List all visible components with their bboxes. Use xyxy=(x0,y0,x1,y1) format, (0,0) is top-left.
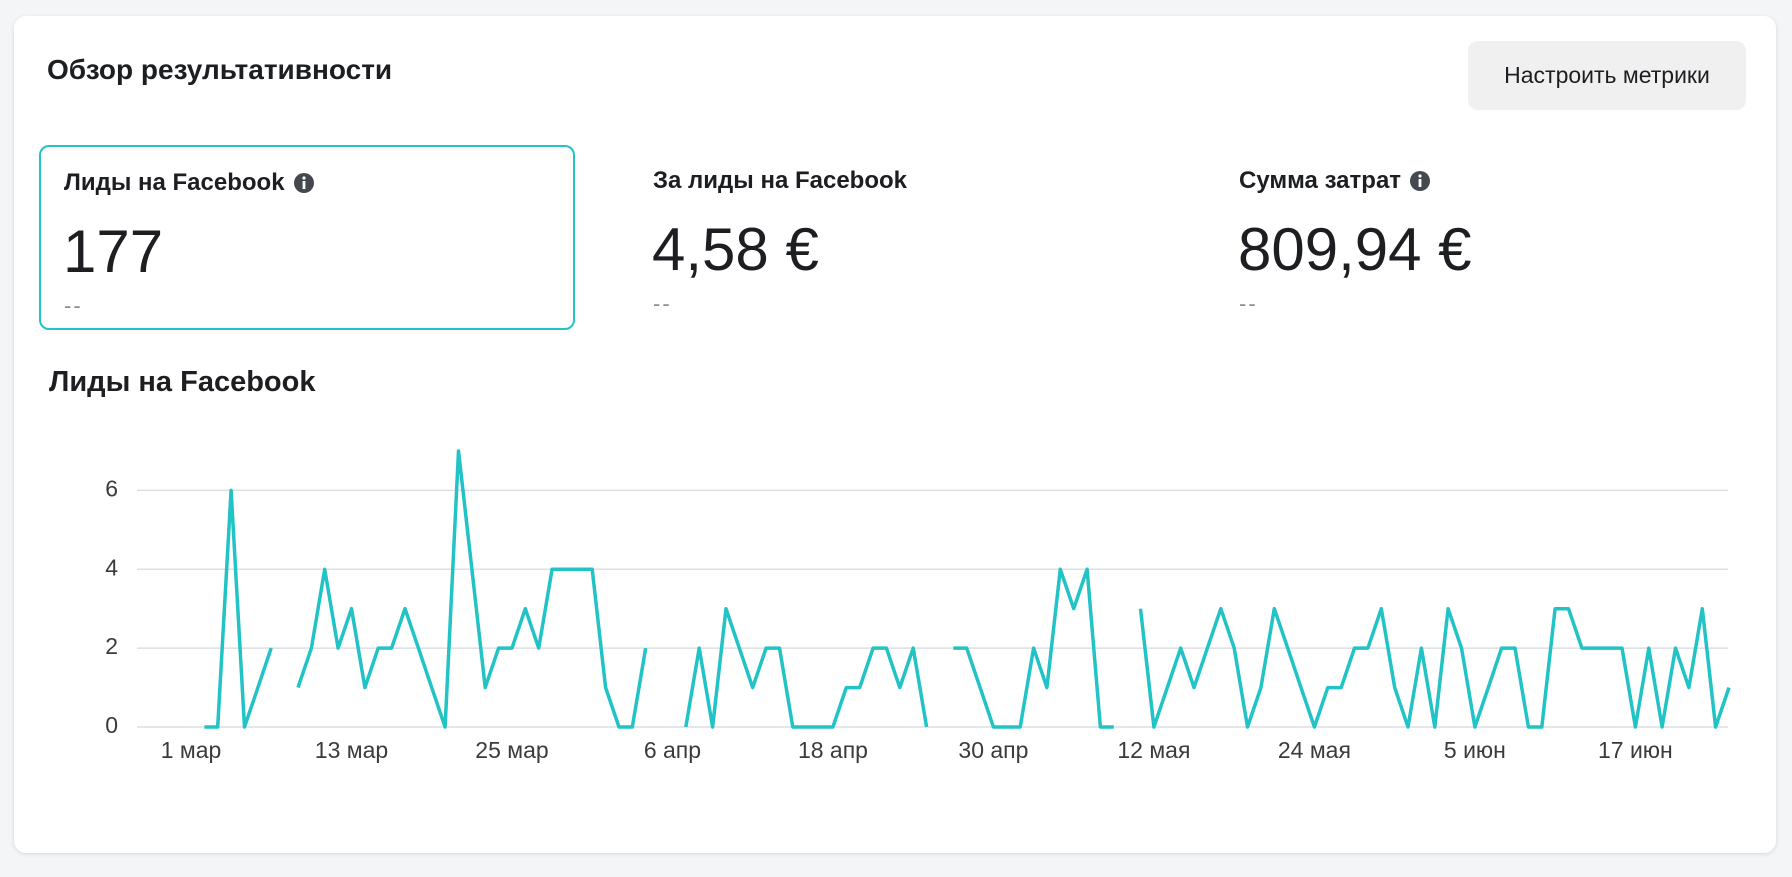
chart-title: Лиды на Facebook xyxy=(49,366,316,398)
metric-label-row: Сумма затрат xyxy=(1239,167,1431,195)
chart: 0 2 4 6 1 мар 13 мар 25 мар 6 апр 18 апр 30 апр 12… xyxy=(105,449,1731,763)
metric-label: Сумма затрат xyxy=(1239,167,1402,194)
metric-card[interactable]: Сумма затрат 809,94 € -- xyxy=(1216,145,1752,330)
metric-delta: -- xyxy=(64,293,83,318)
metric-label: За лиды на Facebook xyxy=(653,167,907,194)
y-tick-label: 4 xyxy=(105,554,118,580)
metric-delta: -- xyxy=(1239,291,1258,316)
x-tick-label: 18 апр xyxy=(798,737,868,763)
card-title: Обзор результативности xyxy=(47,54,393,85)
metric-delta: -- xyxy=(653,291,672,316)
metric-card[interactable]: Лиды на Facebook 177 -- xyxy=(39,145,575,330)
y-tick-label: 6 xyxy=(105,476,118,502)
x-tick-label: 17 июн xyxy=(1598,737,1673,763)
x-tick-label: 6 апр xyxy=(644,737,701,763)
metric-card[interactable]: За лиды на Facebook 4,58 € -- xyxy=(630,145,1166,330)
metric-value: 177 xyxy=(63,218,164,285)
info-icon[interactable] xyxy=(293,172,315,194)
metric-label-row: Лиды на Facebook xyxy=(64,169,315,197)
metric-label-row: За лиды на Facebook xyxy=(653,167,907,195)
y-tick-label: 0 xyxy=(105,712,118,738)
info-icon[interactable] xyxy=(1409,170,1431,192)
x-tick-label: 24 мая xyxy=(1278,737,1351,763)
y-tick-label: 2 xyxy=(105,633,118,659)
x-tick-label: 25 мар xyxy=(475,737,548,763)
metric-value: 4,58 € xyxy=(652,216,819,283)
x-tick-label: 5 июн xyxy=(1444,737,1506,763)
x-tick-label: 13 мар xyxy=(315,737,388,763)
x-tick-label: 12 мая xyxy=(1117,737,1190,763)
x-tick-label: 30 апр xyxy=(958,737,1028,763)
x-tick-label: 1 мар xyxy=(161,737,222,763)
customize-metrics-button[interactable]: Настроить метрики xyxy=(1468,41,1746,110)
performance-card: Обзор результативности Настроить метрики… xyxy=(14,16,1776,853)
data-line xyxy=(204,449,1731,729)
metric-value: 809,94 € xyxy=(1238,216,1472,283)
metric-label: Лиды на Facebook xyxy=(64,169,285,196)
